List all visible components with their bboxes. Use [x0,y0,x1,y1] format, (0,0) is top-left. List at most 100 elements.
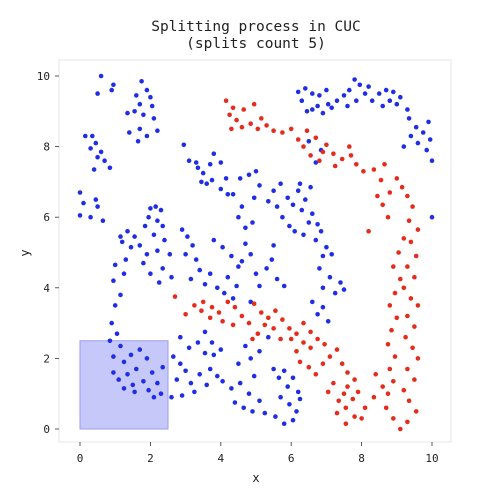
data-point [380,384,386,389]
data-point [257,349,262,354]
data-point [111,370,116,375]
data-point [278,394,283,400]
data-point [320,110,326,116]
data-point [202,350,208,356]
data-point [290,202,296,208]
data-point [329,252,335,257]
chart-title-line1: Splitting process in CUC [151,19,361,35]
data-point [246,172,252,178]
data-point [112,303,118,308]
data-point [369,98,375,103]
data-point [241,107,246,112]
data-point [394,315,400,321]
data-point [297,181,303,186]
data-point [141,260,146,266]
data-point [250,220,255,225]
data-point [424,147,430,153]
data-point [112,262,118,268]
data-point [306,220,312,225]
data-point [202,329,208,335]
data-point [167,252,173,257]
y-tick-label: 8 [43,141,50,154]
data-point [134,93,139,98]
data-point [387,366,393,372]
data-point [125,229,130,234]
data-point [303,197,308,202]
data-point [172,294,178,299]
data-point [315,336,320,342]
data-point [371,394,377,400]
x-tick-label: 2 [147,452,154,465]
data-point [380,202,386,208]
data-point [158,207,164,213]
data-point [216,310,222,315]
chart-title-line2: (splits count 5) [186,36,326,52]
data-point [137,347,143,352]
data-point [308,329,313,335]
axes-frame [58,59,452,443]
data-point [280,130,285,135]
data-point [257,283,262,289]
data-point [405,264,410,269]
data-point [236,264,241,269]
data-point [313,160,319,165]
data-point [387,190,393,195]
data-point [248,356,253,361]
data-point [405,366,410,372]
data-point [391,379,396,384]
data-point [338,280,343,285]
data-point [207,162,213,167]
data-point [239,313,245,319]
data-point [290,375,296,381]
data-point [153,204,158,209]
data-point [398,276,403,282]
data-point [243,225,248,231]
data-point [317,93,322,98]
data-point [357,82,363,88]
data-point [225,274,231,280]
data-point [387,303,393,308]
data-point [401,285,407,291]
data-point [306,139,312,144]
data-point [174,377,180,382]
data-point [132,109,137,114]
data-point [341,391,347,397]
data-point [406,398,412,404]
data-point [251,301,257,307]
y-tick-label: 6 [43,211,50,224]
data-point [207,271,213,277]
data-point [142,223,148,229]
data-point [262,322,268,328]
data-point [183,368,188,374]
data-point [188,380,194,386]
data-point [274,276,280,282]
data-point [313,135,319,141]
data-point [266,334,271,340]
data-point [195,165,201,171]
data-point [273,308,278,314]
data-point [408,239,414,245]
data-point [271,188,276,193]
data-point [211,237,217,243]
data-point [313,372,319,377]
data-point [207,366,213,372]
data-point [329,105,335,111]
data-point [317,266,322,271]
data-point [243,343,248,349]
data-point [331,151,336,156]
data-point [220,319,225,324]
data-point [111,82,116,88]
data-point [292,229,298,234]
x-tick-label: 4 [217,452,224,465]
data-point [325,101,331,107]
data-point [396,250,401,255]
data-point [248,299,253,305]
data-point [352,377,357,382]
data-point [155,128,160,133]
data-point [405,193,410,199]
data-point [148,94,153,100]
data-point [190,243,195,248]
x-tick-label: 10 [425,452,438,465]
data-point [320,361,326,367]
data-point [139,79,144,84]
